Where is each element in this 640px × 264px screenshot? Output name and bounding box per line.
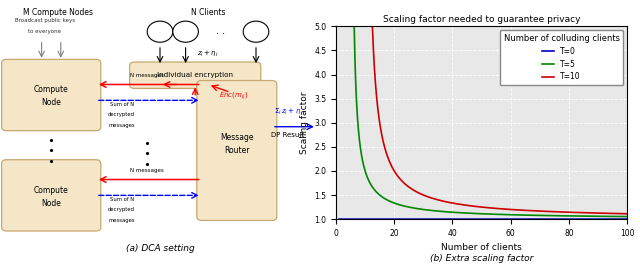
T=0 — [335, 218, 343, 221]
Y-axis label: Scaling factor: Scaling factor — [300, 92, 308, 154]
FancyBboxPatch shape — [129, 62, 261, 88]
Text: $\Sigma_i\, z_i + \eta$: $\Sigma_i\, z_i + \eta$ — [275, 106, 301, 117]
Text: (b) Extra scaling factor: (b) Extra scaling factor — [429, 254, 533, 263]
Text: M Compute Nodes: M Compute Nodes — [22, 8, 93, 17]
Text: Individual encryption: Individual encryption — [157, 72, 233, 78]
FancyBboxPatch shape — [197, 81, 277, 220]
Text: N Clients: N Clients — [191, 8, 225, 17]
Text: Broadcast public keys: Broadcast public keys — [15, 18, 75, 23]
T=5 — [350, 26, 358, 30]
FancyBboxPatch shape — [2, 59, 101, 131]
Text: to everyone: to everyone — [28, 29, 61, 34]
Line: T=5: T=5 — [354, 28, 627, 216]
Text: Compute: Compute — [34, 186, 68, 195]
T=10 — [525, 209, 532, 212]
T=0 — [349, 218, 357, 221]
T=0 — [623, 218, 631, 221]
Text: messages: messages — [108, 218, 135, 223]
T=0 — [564, 218, 572, 221]
Circle shape — [243, 21, 269, 42]
T=0 — [548, 218, 556, 221]
T=5 — [445, 210, 452, 214]
Text: Sum of N: Sum of N — [109, 197, 134, 202]
T=10 — [390, 170, 398, 173]
Text: N messages: N messages — [131, 168, 164, 173]
Circle shape — [173, 21, 198, 42]
Title: Scaling factor needed to guarantee privacy: Scaling factor needed to guarantee priva… — [383, 15, 580, 24]
T=5 — [461, 211, 468, 215]
Text: Message: Message — [220, 133, 253, 142]
T=10 — [494, 207, 502, 210]
Text: Compute: Compute — [34, 85, 68, 94]
Text: messages: messages — [108, 123, 135, 128]
T=5 — [561, 214, 568, 218]
Text: decrypted: decrypted — [108, 207, 135, 212]
T=0 — [440, 218, 447, 221]
T=0 — [518, 218, 526, 221]
Text: N messages: N messages — [131, 73, 164, 78]
T=5 — [542, 214, 550, 217]
Line: T=10: T=10 — [372, 27, 627, 214]
Text: $Enc(m_{ij})$: $Enc(m_{ij})$ — [219, 91, 248, 102]
Legend: T=0, T=5, T=10: T=0, T=5, T=10 — [500, 30, 623, 85]
Text: $z_i + \eta_i$: $z_i + \eta_i$ — [197, 48, 219, 59]
T=0 — [506, 218, 513, 221]
T=10 — [443, 200, 451, 204]
T=5 — [523, 214, 531, 217]
T=5 — [406, 206, 414, 209]
T=10 — [479, 206, 487, 209]
X-axis label: Number of clients: Number of clients — [441, 243, 522, 252]
Text: Router: Router — [224, 146, 250, 155]
T=10 — [436, 199, 444, 202]
Text: DP Result: DP Result — [271, 132, 305, 138]
T=10 — [369, 25, 376, 28]
Text: Node: Node — [41, 98, 61, 107]
Text: (a) DCA setting: (a) DCA setting — [125, 244, 195, 253]
T=5 — [623, 215, 631, 218]
T=10 — [623, 212, 631, 215]
Circle shape — [147, 21, 173, 42]
Text: · ·: · · — [216, 29, 225, 39]
FancyBboxPatch shape — [2, 160, 101, 231]
Text: decrypted: decrypted — [108, 112, 135, 117]
Text: Node: Node — [41, 199, 61, 208]
Text: Sum of N: Sum of N — [109, 102, 134, 107]
